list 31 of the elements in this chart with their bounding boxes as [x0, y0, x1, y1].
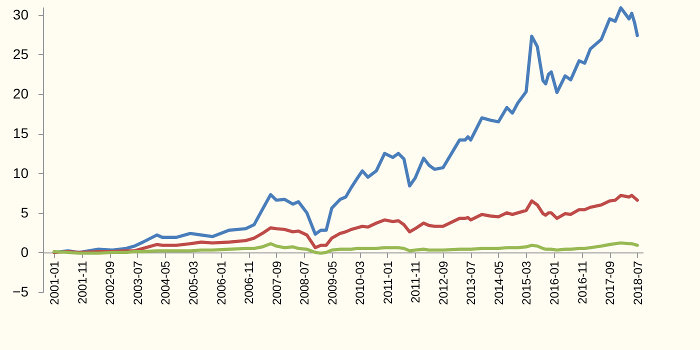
line-series — [52, 241, 639, 255]
x-tick-label: 2006-11 — [242, 260, 256, 304]
x-tick-label: 2016-01 — [548, 260, 562, 305]
x-tick-label: 2013-07 — [464, 260, 478, 305]
y-tick-label: −5 — [12, 284, 29, 300]
y-tick-label: 5 — [20, 204, 29, 220]
x-tick-label: 2004-05 — [158, 260, 173, 305]
y-tick-label: 0 — [20, 244, 29, 260]
x-tick-label: 2005-03 — [186, 260, 200, 305]
x-tick-label: 2001-01 — [48, 260, 62, 305]
x-tick-label: 2003-07 — [130, 260, 145, 305]
x-tick-label: 2014-05 — [492, 260, 506, 305]
y-tick-label: 15 — [12, 125, 29, 142]
x-tick-label: 2002-09 — [103, 260, 118, 305]
x-tick-label: 2018-07 — [630, 260, 645, 305]
x-tick-label: 2009-05 — [325, 260, 340, 305]
x-tick-label: 2016-11 — [575, 260, 590, 304]
y-tick-label: 30 — [12, 6, 29, 22]
x-tick-label: 2006-01 — [214, 260, 228, 305]
y-tick-label: 20 — [12, 86, 29, 102]
x-tick-label: 2008-07 — [298, 260, 312, 305]
x-tick-label: 2012-09 — [436, 260, 451, 305]
y-tick-label: 25 — [12, 46, 29, 62]
y-tick-label: 10 — [12, 164, 29, 181]
x-tick-label: 2015-03 — [520, 260, 534, 305]
x-tick-label: 2001-11 — [75, 260, 90, 304]
x-tick-label: 2011-11 — [408, 260, 423, 304]
x-tick-label: 2017-09 — [603, 260, 618, 305]
x-tick-label: 2010-03 — [353, 260, 368, 305]
x-tick-label: 2007-09 — [270, 260, 284, 305]
x-tick-label: 2011-01 — [380, 260, 395, 304]
